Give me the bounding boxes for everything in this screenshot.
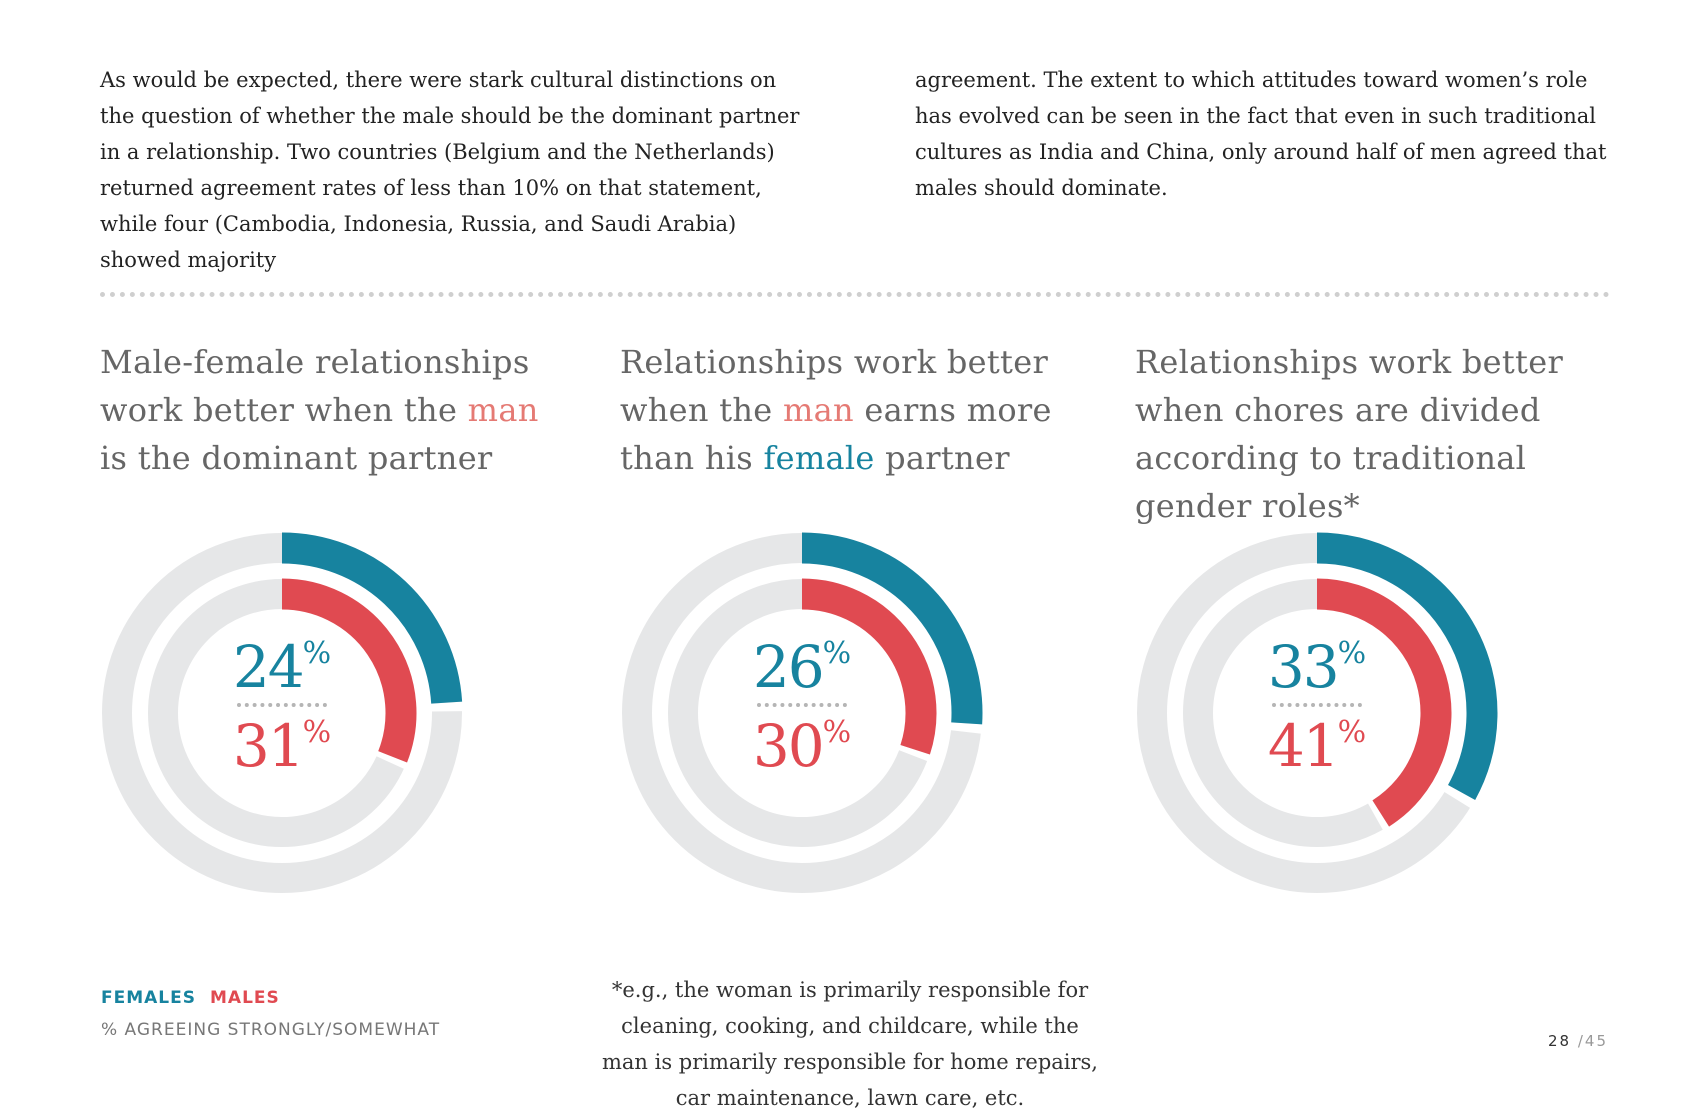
chart-panel-3: Relationships work better when chores ar… (1135, 338, 1625, 530)
footnote: *e.g., the woman is primarily responsibl… (600, 972, 1100, 1116)
donut-3-males-value: 41% (1132, 712, 1502, 780)
chart-title-1-part-3: is the dominant partner (100, 439, 493, 477)
donut-gap (1375, 813, 1380, 816)
donut-2-females-number: 26 (753, 633, 823, 701)
donut-3-females-number: 33 (1268, 633, 1338, 701)
donut-chart-2: 26% 30% (617, 528, 987, 898)
donut-1-males-number: 31 (233, 712, 303, 780)
chart-title-3: Relationships work better when chores ar… (1135, 338, 1625, 530)
donut-2-males-value: 30% (617, 712, 987, 780)
chart-title-2-man: man (783, 391, 854, 429)
page-current: 28 (1548, 1032, 1571, 1050)
chart-title-1: Male-female relationships work better wh… (100, 338, 570, 482)
donut-2-separator (757, 703, 847, 707)
page-total: /45 (1578, 1032, 1608, 1050)
intro-paragraph-1: As would be expected, there were stark c… (100, 62, 805, 278)
chart-title-1-man: man (468, 391, 539, 429)
chart-legend: FEMALES MALES % AGREEING STRONGLY/SOMEWHA… (101, 982, 440, 1046)
donut-3-males-percent: % (1338, 715, 1367, 750)
intro-text: As would be expected, there were stark c… (100, 62, 1620, 278)
legend-series: FEMALES MALES (101, 982, 440, 1014)
donut-3-separator (1272, 703, 1362, 707)
chart-panel-2: Relationships work better when the man e… (620, 338, 1090, 482)
intro-paragraph-2: agreement. The extent to which attitudes… (915, 62, 1620, 278)
dotted-divider (100, 292, 1610, 297)
legend-males: MALES (210, 988, 280, 1008)
donut-1-males-percent: % (303, 715, 332, 750)
legend-females: FEMALES (101, 988, 196, 1008)
donut-chart-1: 24% 31% (97, 528, 467, 898)
donut-3-females-value: 33% (1132, 633, 1502, 701)
donut-1-separator (237, 703, 327, 707)
page-number: 28 /45 (1548, 1032, 1608, 1050)
donut-1-females-number: 24 (233, 633, 303, 701)
donut-2-males-percent: % (823, 715, 852, 750)
donut-gap (1457, 792, 1461, 799)
donut-chart-3: 33% 41% (1132, 528, 1502, 898)
donut-2-males-number: 30 (753, 712, 823, 780)
donut-1-females-value: 24% (97, 633, 467, 701)
chart-title-2-female: female (763, 439, 874, 477)
donut-3-males-number: 41 (1268, 712, 1338, 780)
donut-3-females-percent: % (1338, 636, 1367, 671)
chart-title-2: Relationships work better when the man e… (620, 338, 1090, 482)
donut-1-females-percent: % (303, 636, 332, 671)
chart-title-3-text: Relationships work better when chores ar… (1135, 343, 1563, 525)
legend-subtitle: % AGREEING STRONGLY/SOMEWHAT (101, 1014, 440, 1046)
donut-2-females-value: 26% (617, 633, 987, 701)
donut-2-females-percent: % (823, 636, 852, 671)
chart-panel-1: Male-female relationships work better wh… (100, 338, 570, 482)
chart-title-2-part-5: partner (875, 439, 1010, 477)
donut-1-males-value: 31% (97, 712, 467, 780)
chart-title-1-part-1: Male-female relationships work better wh… (100, 343, 530, 429)
